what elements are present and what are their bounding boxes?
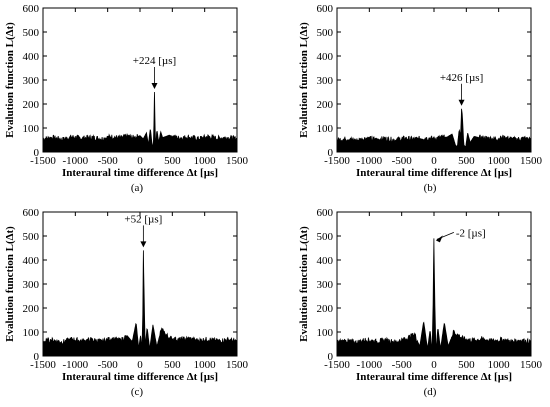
y-tick-label: 0 — [34, 147, 40, 159]
y-axis-title: Evalution function L(Δt) — [4, 226, 16, 342]
x-tick-label: 500 — [164, 359, 181, 371]
y-tick-label: 100 — [23, 123, 40, 135]
x-tick-label: -500 — [98, 155, 119, 167]
annotation-label: +426 [µs] — [440, 72, 483, 84]
y-tick-label: 200 — [317, 99, 334, 111]
x-tick-label: -1500 — [30, 359, 56, 371]
x-tick-label: 500 — [458, 155, 475, 167]
y-tick-label: 300 — [23, 75, 40, 87]
x-axis-title: Interaural time difference Δt [µs] — [62, 167, 218, 179]
y-tick-label: 300 — [317, 279, 334, 291]
y-tick-label: 500 — [317, 27, 334, 39]
y-tick-label: 500 — [23, 27, 40, 39]
y-tick-label: 600 — [23, 3, 40, 15]
x-axis-title: Interaural time difference Δt [µs] — [62, 371, 218, 383]
y-tick-label: 200 — [23, 99, 40, 111]
annotation-arrowhead — [140, 241, 147, 248]
y-axis-title: Evalution function L(Δt) — [298, 226, 310, 342]
y-tick-label: 400 — [317, 51, 334, 63]
y-tick-label: 400 — [23, 255, 40, 267]
series-line — [42, 250, 238, 357]
y-tick-label: 500 — [23, 231, 40, 243]
y-tick-label: 200 — [317, 303, 334, 315]
x-tick-label: -500 — [392, 155, 413, 167]
plot-frame — [42, 7, 238, 153]
x-tick-label: 500 — [164, 155, 181, 167]
y-tick-label: 0 — [328, 147, 334, 159]
chart-panel: 0 100 200 300 400 500 600 -1500 -1000 -500 0 500 100… — [298, 207, 543, 398]
chart-panel: 0 100 200 300 400 500 600 -1500 -1000 -500 0 500 100… — [4, 3, 249, 194]
y-tick-label: 100 — [23, 327, 40, 339]
x-tick-label: 1000 — [194, 359, 217, 371]
x-tick-label: 0 — [137, 359, 143, 371]
annotation-label: +52 [µs] — [124, 213, 162, 225]
x-tick-label: -1000 — [356, 359, 382, 371]
x-tick-label: -1500 — [30, 155, 56, 167]
x-axis-title: Interaural time difference Δt [µs] — [356, 371, 512, 383]
annotation-label: +224 [µs] — [133, 55, 176, 67]
y-tick-label: 200 — [23, 303, 40, 315]
y-tick-label: 300 — [23, 279, 40, 291]
panel-caption: (a) — [131, 182, 144, 194]
panel-caption: (c) — [131, 386, 144, 398]
x-tick-label: 1500 — [520, 155, 543, 167]
x-tick-label: -1500 — [324, 155, 350, 167]
y-tick-label: 600 — [317, 3, 334, 15]
y-axis-title: Evalution function L(Δt) — [298, 22, 310, 138]
annotation-arrowhead — [435, 235, 443, 243]
annotation-arrowhead — [151, 83, 158, 89]
y-tick-label: 600 — [317, 207, 334, 219]
chart-panel: 0 100 200 300 400 500 600 -1500 -1000 -500 0 500 100… — [4, 207, 249, 398]
x-tick-label: 0 — [137, 155, 143, 167]
y-tick-label: 600 — [23, 207, 40, 219]
annotation-arrowhead — [458, 99, 465, 106]
y-tick-label: 500 — [317, 231, 334, 243]
y-tick-label: 100 — [317, 327, 334, 339]
series-line — [42, 91, 238, 153]
series-line — [336, 238, 532, 357]
x-tick-label: 1000 — [488, 155, 511, 167]
x-tick-label: -1000 — [62, 155, 88, 167]
x-tick-label: 1000 — [488, 359, 511, 371]
plot-frame — [42, 211, 238, 357]
x-tick-label: 1000 — [194, 155, 217, 167]
y-tick-label: 0 — [328, 351, 334, 363]
x-tick-label: 1500 — [226, 359, 249, 371]
y-tick-label: 100 — [317, 123, 334, 135]
y-tick-label: 400 — [317, 255, 334, 267]
x-tick-label: 500 — [458, 359, 475, 371]
x-tick-label: -500 — [392, 359, 413, 371]
x-tick-label: -1500 — [324, 359, 350, 371]
y-axis-title: Evalution function L(Δt) — [4, 22, 16, 138]
panel-caption: (b) — [424, 182, 437, 194]
x-tick-label: 1500 — [520, 359, 543, 371]
series-line — [336, 108, 532, 153]
x-tick-label: 1500 — [226, 155, 249, 167]
annotation-label: -2 [µs] — [456, 227, 486, 239]
plot-frame — [336, 7, 532, 153]
x-axis-title: Interaural time difference Δt [µs] — [356, 167, 512, 179]
x-tick-label: -1000 — [62, 359, 88, 371]
x-tick-label: -1000 — [356, 155, 382, 167]
panel-caption: (d) — [424, 386, 437, 398]
y-tick-label: 0 — [34, 351, 40, 363]
y-tick-label: 400 — [23, 51, 40, 63]
chart-panel: 0 100 200 300 400 500 600 -1500 -1000 -500 0 500 100… — [298, 3, 543, 194]
x-tick-label: -500 — [98, 359, 119, 371]
x-tick-label: 0 — [431, 155, 437, 167]
y-tick-label: 300 — [317, 75, 334, 87]
x-tick-label: 0 — [431, 359, 437, 371]
